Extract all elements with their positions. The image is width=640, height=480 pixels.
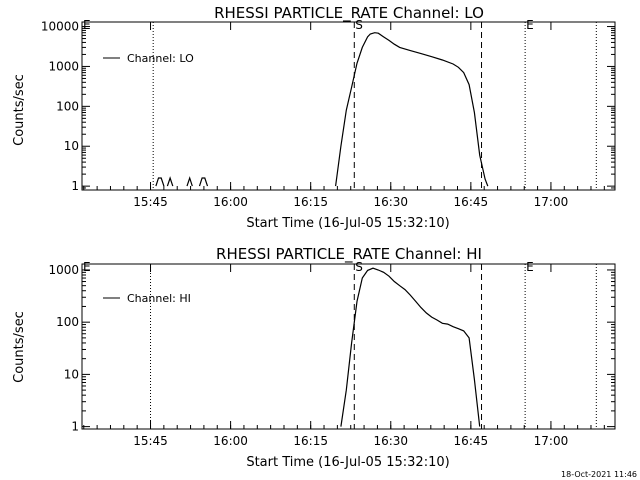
y-tick-label-lo: 10 <box>64 139 79 153</box>
x-tick-label-lo: 15:45 <box>133 195 168 209</box>
series-line-lo <box>166 176 174 187</box>
x-tick-label-lo: 16:45 <box>454 195 489 209</box>
series-line-lo <box>198 177 209 187</box>
y-tick-label-lo: 100 <box>56 99 79 113</box>
time-marker-label-lo: E <box>83 18 91 32</box>
time-marker-label-hi: E <box>526 260 534 274</box>
time-marker-label-lo: S <box>355 18 363 32</box>
series-line-lo <box>335 32 489 187</box>
y-tick-label-lo: 10000 <box>41 20 79 34</box>
plot-frame-lo <box>81 21 616 191</box>
y-tick-label-hi: 1000 <box>48 263 79 277</box>
time-marker-label-hi: S <box>355 260 363 274</box>
x-tick-label-hi: 15:45 <box>133 434 168 448</box>
y-axis-label-lo: Counts/sec <box>12 74 27 146</box>
x-tick-label-hi: 16:30 <box>373 434 408 448</box>
y-tick-label-hi: 1 <box>71 420 79 434</box>
legend-label-hi: Channel: HI <box>127 292 191 305</box>
chart-title-lo: RHESSI PARTICLE_RATE Channel: LO <box>214 4 484 23</box>
x-axis-label-hi: Start Time (16-Jul-05 15:32:10) <box>246 455 449 470</box>
time-marker-label-lo: E <box>526 18 534 32</box>
plot-frame-hi <box>81 263 616 430</box>
x-tick-label-hi: 16:45 <box>454 434 489 448</box>
y-tick-label-hi: 100 <box>56 315 79 329</box>
x-tick-label-hi: 16:15 <box>293 434 328 448</box>
panel-channel-lo: RHESSI PARTICLE_RATE Channel: LO Counts/… <box>12 4 616 231</box>
series-line-lo <box>186 176 193 187</box>
x-tick-label-hi: 17:00 <box>534 434 569 448</box>
x-tick-label-lo: 16:15 <box>293 195 328 209</box>
series-line-lo <box>155 177 165 187</box>
chart-marks-hi: 15:45 16:00 16:15 16:30 16:45 17:00 1 10 100 1000… <box>48 260 615 448</box>
series-line-hi <box>340 267 481 427</box>
time-marker-label-hi: E <box>83 260 91 274</box>
x-tick-label-lo: 17:00 <box>534 195 569 209</box>
legend-label-lo: Channel: LO <box>127 52 194 65</box>
y-tick-label-lo: 1 <box>71 179 79 193</box>
x-tick-label-lo: 16:00 <box>213 195 248 209</box>
chart-marks-lo: 15:45 16:00 16:15 16:30 16:45 17:00 1 10 100 1000… <box>41 18 615 209</box>
x-tick-label-hi: 16:00 <box>213 434 248 448</box>
y-axis-label-hi: Counts/sec <box>12 311 27 383</box>
panel-channel-hi: RHESSI PARTICLE_RATE Channel: HI Counts/… <box>12 245 616 470</box>
chart-title-hi: RHESSI PARTICLE_RATE Channel: HI <box>216 245 482 264</box>
y-tick-label-lo: 1000 <box>48 59 79 73</box>
y-tick-label-hi: 10 <box>64 367 79 381</box>
x-tick-label-lo: 16:30 <box>373 195 408 209</box>
x-axis-label-lo: Start Time (16-Jul-05 15:32:10) <box>246 216 449 231</box>
timestamp-footer: 18-Oct-2021 11:46 <box>561 470 637 479</box>
